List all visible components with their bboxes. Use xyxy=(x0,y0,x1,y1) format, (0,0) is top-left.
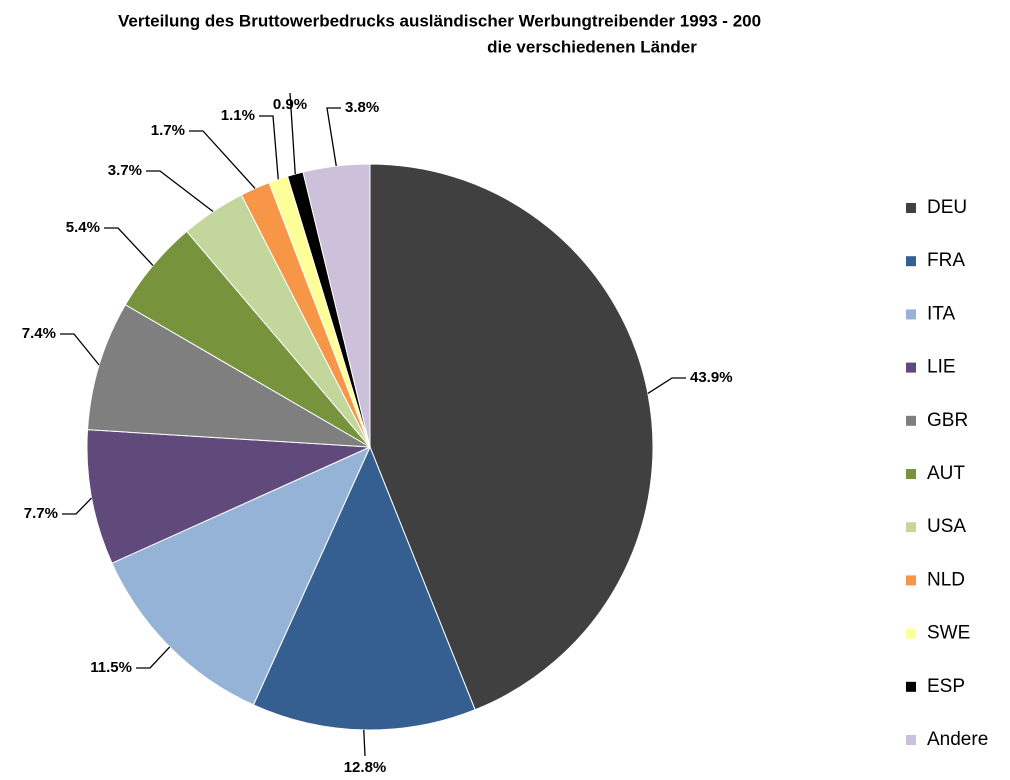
legend-swatch xyxy=(906,575,916,586)
data-label: 1.7% xyxy=(151,122,185,139)
pie-slice xyxy=(111,446,372,706)
legend-label: GBR xyxy=(927,410,968,431)
legend-swatch xyxy=(906,256,916,267)
data-label: 3.8% xyxy=(345,99,379,116)
legend-label: ESP xyxy=(927,676,965,697)
leader-line xyxy=(104,227,154,266)
pie-slice xyxy=(252,445,476,731)
legend-swatch xyxy=(906,309,916,320)
leader-line xyxy=(259,115,279,180)
legend-swatch xyxy=(906,203,916,213)
legend-label: ITA xyxy=(927,303,955,324)
legend-label: NLD xyxy=(927,569,965,590)
pie-slice xyxy=(87,304,371,448)
legend-swatch xyxy=(906,522,916,533)
data-label: 12.8% xyxy=(344,759,387,776)
legend-label: USA xyxy=(927,516,966,537)
data-label: 43.9% xyxy=(690,369,733,386)
data-label: 3.7% xyxy=(108,162,142,179)
legend-swatch xyxy=(906,469,916,479)
legend-swatch xyxy=(906,362,916,373)
chart-title: die verschiedenen Länder xyxy=(487,37,697,56)
legend-swatch xyxy=(906,735,916,745)
leader-line xyxy=(326,107,341,167)
legend-label: LIE xyxy=(927,357,956,378)
pie-slice xyxy=(369,163,654,711)
legend-label: SWE xyxy=(927,623,970,644)
leader-line xyxy=(62,497,93,515)
leader-line xyxy=(146,170,214,213)
legend-swatch xyxy=(906,415,916,426)
legend-label: DEU xyxy=(927,197,967,218)
legend-label: Andere xyxy=(927,729,988,750)
data-label: 7.4% xyxy=(22,325,56,342)
data-label: 11.5% xyxy=(90,659,132,676)
legend-label: AUT xyxy=(927,463,965,484)
legend-swatch xyxy=(906,681,916,692)
leader-line xyxy=(136,646,171,669)
legend-label: FRA xyxy=(927,250,965,271)
data-label: 5.4% xyxy=(66,219,100,236)
data-label: 0.9% xyxy=(273,96,307,113)
pie-slice xyxy=(302,163,371,448)
leader-line xyxy=(189,130,256,189)
data-label: 7.7% xyxy=(24,505,58,522)
data-label: 1.1% xyxy=(221,107,255,124)
leader-line xyxy=(363,729,366,757)
chart-title: Verteilung des Bruttowerbedrucks ausländ… xyxy=(118,11,761,30)
leader-line xyxy=(647,377,686,395)
leader-line xyxy=(289,92,296,175)
leader-line xyxy=(60,333,100,366)
legend-swatch xyxy=(906,628,916,639)
